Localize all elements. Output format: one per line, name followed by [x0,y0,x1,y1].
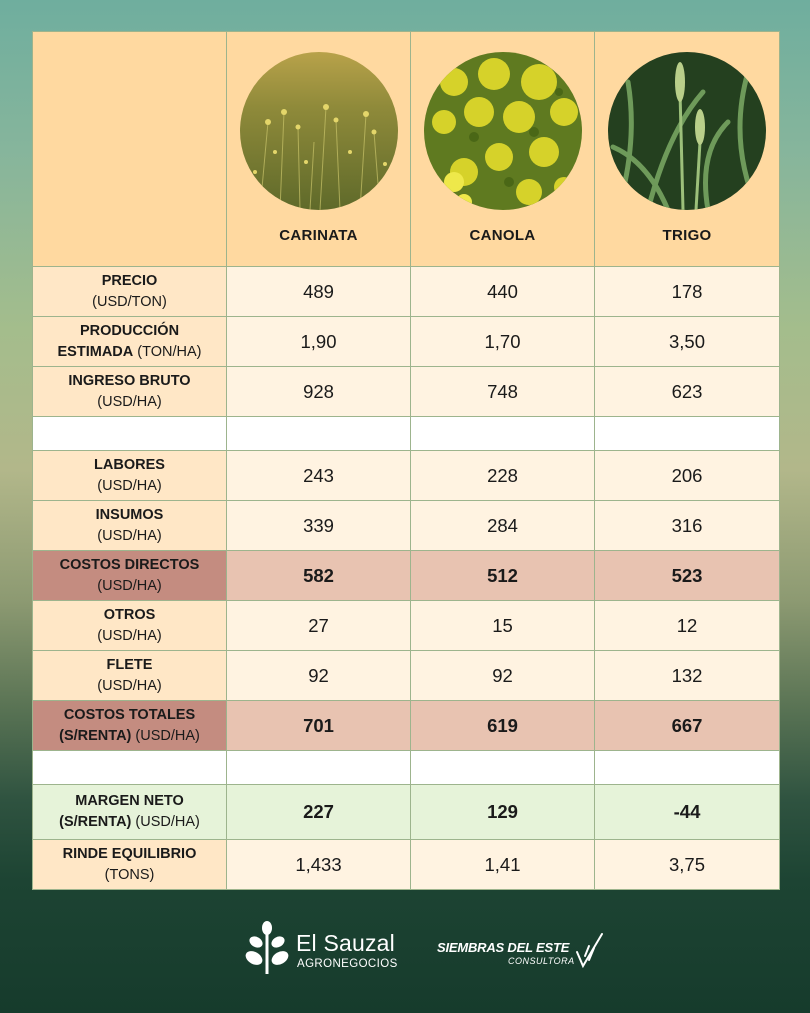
row-label: COSTOS TOTALES (S/RENTA) (USD/HA) [32,700,227,751]
cell-canola: 129 [410,784,595,840]
cell-canola: 512 [410,550,595,601]
cell-trigo: 178 [594,266,780,317]
spacer-cell [32,416,227,451]
header-empty-cell [32,31,227,267]
spacer-cell [410,750,595,785]
cell-carinata: 1,433 [226,839,411,890]
spacer-cell [594,750,780,785]
row-label: RINDE EQUILIBRIO (TONS) [32,839,227,890]
canola-photo [423,52,582,210]
cell-canola: 440 [410,266,595,317]
header-row: CARINATA C [32,31,780,267]
cell-trigo: 316 [594,500,780,551]
wheat-photo [608,52,766,210]
row-costos-directos: COSTOS DIRECTOS (USD/HA) 582 512 523 [32,550,780,601]
crop-name-carinata: CARINATA [279,227,358,244]
spacer-row [32,750,780,785]
cell-canola: 1,41 [410,839,595,890]
comparison-table: CARINATA C [32,31,780,890]
spacer-cell [594,416,780,451]
cell-canola: 15 [410,600,595,651]
siembras-del-este-logo: SIEMBRAS DEL ESTE CONSULTORA [437,932,607,972]
spacer-row [32,416,780,451]
cell-carinata: 1,90 [226,316,411,367]
el-sauzal-name: El Sauzal [296,930,395,956]
cell-trigo: 3,75 [594,839,780,890]
cell-canola: 284 [410,500,595,551]
row-flete: FLETE (USD/HA) 92 92 132 [32,650,780,701]
row-insumos: INSUMOS (USD/HA) 339 284 316 [32,500,780,551]
leaf-icon [245,921,289,974]
cell-canola: 1,70 [410,316,595,367]
cell-carinata: 928 [226,366,411,417]
row-label: INSUMOS (USD/HA) [32,500,227,551]
row-label: FLETE (USD/HA) [32,650,227,701]
spacer-cell [226,416,411,451]
cell-canola: 92 [410,650,595,701]
crop-header-canola: CANOLA [410,31,595,267]
spacer-cell [32,750,227,785]
cell-carinata: 582 [226,550,411,601]
row-precio: PRECIO (USD/TON) 489 440 178 [32,266,780,317]
cell-carinata: 701 [226,700,411,751]
row-rinde-equilibrio: RINDE EQUILIBRIO (TONS) 1,433 1,41 3,75 [32,839,780,890]
siembras-subtitle: CONSULTORA [508,956,575,966]
cell-canola: 748 [410,366,595,417]
cell-trigo: 523 [594,550,780,601]
row-otros: OTROS (USD/HA) 27 15 12 [32,600,780,651]
cell-carinata: 489 [226,266,411,317]
el-sauzal-subtitle: AGRONEGOCIOS [297,958,398,970]
siembras-name: SIEMBRAS DEL ESTE [437,940,570,955]
row-label: INGRESO BRUTO (USD/HA) [32,366,227,417]
row-produccion: PRODUCCIÓN ESTIMADA (TON/HA) 1,90 1,70 3,… [32,316,780,367]
row-label: MARGEN NETO (S/RENTA) (USD/HA) [32,784,227,840]
carinata-photo [239,52,398,210]
crop-name-trigo: TRIGO [662,227,712,244]
spacer-cell [410,416,595,451]
cell-carinata: 339 [226,500,411,551]
cell-canola: 619 [410,700,595,751]
crop-name-canola: CANOLA [469,227,536,244]
spacer-cell [226,750,411,785]
cell-trigo: 3,50 [594,316,780,367]
cell-carinata: 92 [226,650,411,701]
row-label: OTROS (USD/HA) [32,600,227,651]
row-label: PRECIO (USD/TON) [32,266,227,317]
row-label: COSTOS DIRECTOS (USD/HA) [32,550,227,601]
cell-carinata: 227 [226,784,411,840]
cell-carinata: 27 [226,600,411,651]
row-label: PRODUCCIÓN ESTIMADA (TON/HA) [32,316,227,367]
row-costos-totales: COSTOS TOTALES (S/RENTA) (USD/HA) 701 619… [32,700,780,751]
el-sauzal-logo: El Sauzal AGRONEGOCIOS [245,920,398,978]
cell-trigo: 623 [594,366,780,417]
row-margen-neto: MARGEN NETO (S/RENTA) (USD/HA) 227 129 -4… [32,784,780,840]
crop-header-carinata: CARINATA [226,31,411,267]
cell-trigo: 667 [594,700,780,751]
checkmark-wheat-icon [576,933,603,968]
cell-trigo: 132 [594,650,780,701]
cell-trigo: 206 [594,450,780,501]
cell-carinata: 243 [226,450,411,501]
row-ingreso-bruto: INGRESO BRUTO (USD/HA) 928 748 623 [32,366,780,417]
cell-canola: 228 [410,450,595,501]
cell-trigo: -44 [594,784,780,840]
row-label: LABORES (USD/HA) [32,450,227,501]
row-labores: LABORES (USD/HA) 243 228 206 [32,450,780,501]
crop-header-trigo: TRIGO [594,31,780,267]
cell-trigo: 12 [594,600,780,651]
